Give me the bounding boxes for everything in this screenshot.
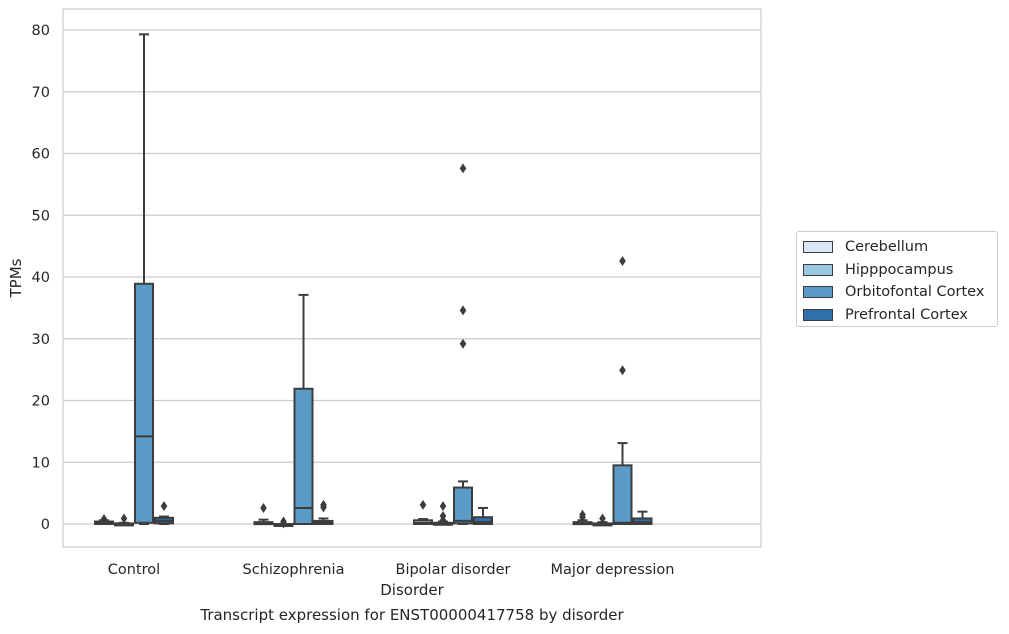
y-tick-label: 10	[32, 455, 50, 471]
y-axis-label: TPMs	[7, 258, 25, 298]
box-0-0	[94, 514, 114, 526]
box-2-3	[473, 506, 493, 526]
legend-label: Cerebellum	[845, 239, 929, 256]
outlier-marker	[160, 501, 168, 512]
box-2-0	[413, 499, 433, 525]
box-1-3	[313, 499, 334, 525]
box-0-2	[134, 33, 154, 525]
box-body	[134, 282, 154, 524]
legend-label: Hipppocampus	[845, 261, 954, 278]
x-axis-ticks: Control Schizophrenia Bipolar disorder Majo…	[108, 562, 675, 578]
legend-swatch	[803, 241, 833, 254]
legend-item: Prefrontal Cortex	[803, 304, 997, 327]
y-tick-label: 60	[32, 147, 50, 163]
outlier-marker	[619, 255, 626, 266]
outlier-marker	[619, 365, 626, 376]
x-axis-label: Disorder	[380, 581, 444, 599]
y-tick-label: 50	[32, 208, 50, 224]
box-body	[473, 516, 493, 526]
plot-area-frame	[62, 8, 762, 548]
box-0-3	[154, 501, 174, 525]
box-body	[612, 464, 633, 525]
outlier-marker	[120, 513, 128, 524]
box-3-0	[572, 509, 593, 526]
box-body	[453, 486, 473, 525]
gridlines	[63, 29, 761, 525]
outlier-marker	[459, 305, 467, 316]
box-1-2	[293, 293, 314, 525]
outlier-marker	[459, 163, 467, 174]
box-1-0	[253, 502, 274, 526]
outlier-marker	[419, 499, 427, 510]
box-0-1	[114, 513, 134, 527]
box-2-2	[453, 163, 473, 525]
y-tick-label: 40	[32, 270, 50, 286]
legend: Cerebellum Hipppocampus Orbitofontal Corte…	[796, 231, 998, 327]
x-tick-label: Schizophrenia	[243, 562, 345, 578]
y-tick-label: 0	[41, 517, 50, 533]
box-3-2	[612, 255, 633, 525]
legend-item: Hipppocampus	[803, 259, 997, 282]
legend-swatch	[803, 263, 833, 276]
legend-item: Orbitofontal Cortex	[803, 281, 997, 304]
y-axis-ticks: 0 10 20 30 40 50 60 70 80	[32, 23, 50, 533]
legend-swatch	[803, 308, 833, 321]
outlier-marker	[459, 338, 467, 349]
x-tick-label: Bipolar disorder	[396, 562, 511, 578]
box-3-1	[592, 513, 613, 527]
x-tick-label: Major depression	[551, 562, 675, 578]
outlier-marker	[280, 518, 287, 529]
outlier-marker	[599, 513, 606, 524]
x-tick-label: Control	[108, 562, 160, 578]
figure-caption: Transcript expression for ENST0000041775…	[200, 606, 624, 624]
legend-swatch	[803, 286, 833, 299]
outlier-marker	[260, 502, 267, 513]
outlier-marker	[100, 514, 108, 525]
outlier-marker	[439, 515, 447, 526]
box-3-3	[632, 510, 653, 526]
box-2-1	[433, 501, 453, 526]
outlier-marker	[320, 502, 327, 513]
outlier-marker	[439, 501, 447, 512]
box-1-1	[273, 516, 294, 529]
box-body	[293, 387, 314, 525]
outlier-marker	[579, 509, 586, 520]
box-plot-marks	[94, 33, 653, 529]
y-tick-label: 80	[32, 23, 50, 39]
legend-label: Prefrontal Cortex	[845, 306, 968, 323]
legend-label: Orbitofontal Cortex	[845, 284, 985, 301]
y-tick-label: 30	[32, 332, 50, 348]
y-tick-label: 20	[32, 394, 50, 410]
legend-item: Cerebellum	[803, 236, 997, 259]
y-tick-label: 70	[32, 85, 50, 101]
